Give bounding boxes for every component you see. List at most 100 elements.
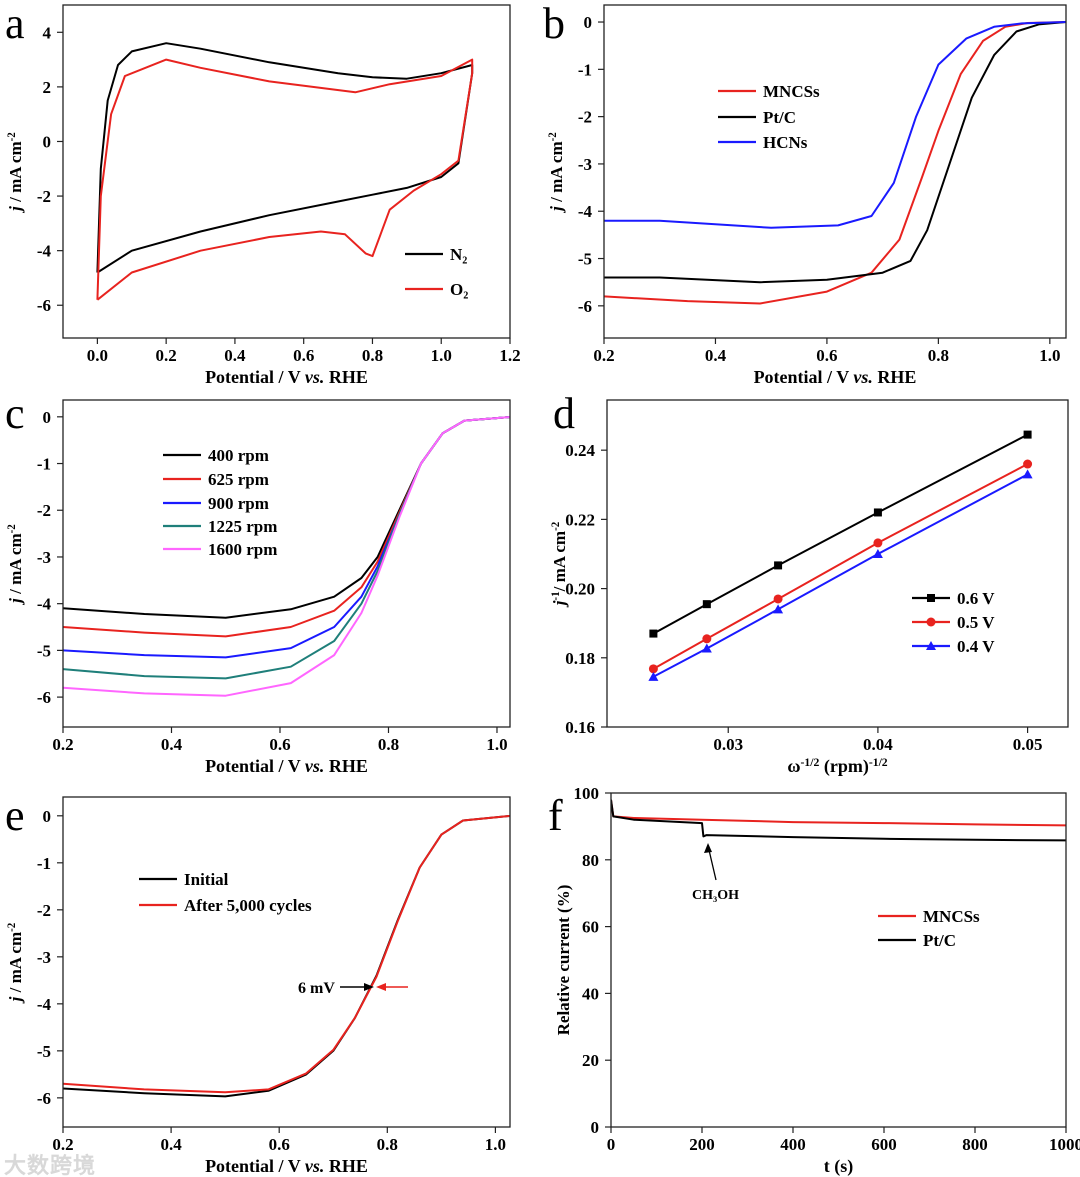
y-tick-label: 0 (43, 807, 52, 826)
x-tick-label: 800 (962, 1135, 988, 1154)
marker-square (1023, 430, 1032, 439)
y-tick-label: 0.22 (565, 510, 595, 529)
y-tick-label: -3 (37, 948, 51, 967)
x-tick-label: 0.8 (362, 346, 383, 365)
x-tick-label: 0.4 (161, 735, 183, 754)
x-tick-label: 0.8 (377, 1135, 398, 1154)
x-tick-label: 0.6 (816, 346, 837, 365)
marker-circle (773, 594, 783, 604)
label-segment: / mA cm (550, 531, 569, 592)
y-tick-label: 0.24 (565, 441, 595, 460)
panel-d: 0.03 0.04 0.050.160.180.200.220.24ω-1/2 (r… (550, 389, 1069, 778)
legend-item: MNCSs (878, 907, 980, 926)
series-line (96, 58, 474, 301)
x-axis-label: t (s) (824, 1156, 854, 1177)
panel-a: 0.0 0.2 0.4 0.6 0.8 1.0 1.2 -6 -4 -2 0 2 4 Potential … (5, 0, 521, 387)
marker-triangle (773, 604, 784, 614)
x-tick-label: 1000 (1049, 1135, 1080, 1154)
legend-item: 0.5 V (912, 613, 995, 632)
x-tick-label: 0.2 (593, 346, 614, 365)
y-tick-label: -5 (578, 250, 592, 269)
legend-item: 0.6 V (912, 589, 995, 608)
label-segment: / mA cm (547, 141, 566, 206)
legend-label: O₂ (450, 280, 468, 299)
x-axis-label: Potential / V vs. RHE (205, 367, 368, 387)
legend-label: 0.5 V (957, 613, 995, 632)
panel-letter: c (5, 389, 25, 438)
y-tick-label: -1 (37, 455, 51, 474)
legend-label: HCNs (763, 133, 808, 152)
y-tick-label: 60 (582, 918, 599, 937)
label-segment: j (550, 600, 569, 608)
y-tick-label: -4 (37, 995, 52, 1014)
legend-item: Pt/C (718, 108, 796, 127)
legend-item: 400 rpm (163, 446, 269, 465)
y-axis-label: j / mA cm-2 (547, 132, 566, 214)
y-tick-label: -2 (37, 187, 51, 206)
x-axis-label: ω-1/2 (rpm)-1/2 (787, 756, 887, 778)
label-segment: -1/2 (801, 756, 820, 769)
label-segment: t (s) (824, 1156, 854, 1177)
y-tick-label: 100 (574, 784, 600, 803)
y-axis-label: j / mA cm-2 (6, 524, 25, 606)
y-tick-label: -1 (37, 854, 51, 873)
series-line (63, 416, 510, 659)
panel-letter: a (5, 0, 25, 48)
series-line (604, 21, 1066, 284)
label-segment: vs. (305, 756, 325, 776)
y-tick-label: 40 (582, 984, 599, 1003)
plot-frame (62, 4, 511, 339)
label-segment: j (6, 598, 25, 606)
x-tick-label: 600 (871, 1135, 897, 1154)
x-tick-label: 0.03 (713, 735, 743, 754)
series-line (604, 21, 1066, 229)
label-segment: (rpm) (819, 756, 868, 777)
label-segment: RHE (324, 756, 368, 776)
label-segment: Potential / V (205, 756, 305, 776)
y-tick-label: 2 (43, 78, 52, 97)
y-tick-label: -5 (37, 641, 51, 660)
y-tick-label: 80 (582, 851, 599, 870)
panel-letter: b (543, 0, 565, 48)
y-tick-label: -3 (578, 155, 592, 174)
arrowhead (704, 843, 712, 853)
y-tick-label: -4 (37, 595, 52, 614)
plot-frame (610, 792, 1067, 1128)
series-line (63, 814, 510, 1094)
y-axis-label: Relative current (%) (554, 885, 573, 1036)
panel-letter: d (553, 389, 575, 438)
y-tick-label: 0 (43, 408, 52, 427)
legend-label: 900 rpm (208, 494, 269, 513)
y-axis-label: j / mA cm-2 (6, 922, 25, 1004)
legend-item: 625 rpm (163, 470, 269, 489)
label-segment: vs. (853, 367, 873, 387)
marker-circle (1023, 459, 1033, 469)
label-segment: Potential / V (754, 367, 854, 387)
plot-frame (62, 796, 511, 1128)
legend-item: O₂ (405, 280, 468, 299)
y-tick-label: -3 (37, 548, 51, 567)
x-tick-label: 1.0 (1039, 346, 1060, 365)
y-tick-label: 0.20 (565, 580, 595, 599)
marker-circle (926, 617, 936, 627)
panel-f: 0 200 400 600 800 1000 0 20 40 60 80 100 t (s) Relati… (548, 784, 1080, 1177)
panel-letter: e (5, 791, 25, 840)
y-tick-label: 4 (43, 23, 52, 42)
y-tick-label: -1 (578, 60, 592, 79)
label-segment: / mA cm (6, 141, 25, 206)
label-segment: / mA cm (6, 932, 25, 997)
y-tick-label: 0.18 (565, 649, 595, 668)
y-tick-label: -2 (578, 108, 592, 127)
x-axis-label: Potential / V vs. RHE (205, 1156, 368, 1176)
legend-item: 0.4 V (912, 637, 995, 656)
y-axis-label: j / mA cm-2 (6, 132, 25, 214)
panel-b: 0.2 0.4 0.6 0.8 1.0 -6 -5 -4 -3 -2 -1 0 Potential / … (543, 0, 1067, 387)
marker-circle (873, 538, 883, 548)
legend-label: Pt/C (763, 108, 796, 127)
label-segment: j (6, 996, 25, 1004)
legend-label: 625 rpm (208, 470, 269, 489)
annotation-arrow (708, 849, 717, 881)
y-tick-label: -6 (578, 297, 592, 316)
annotation-label: 6 mV (298, 980, 335, 997)
